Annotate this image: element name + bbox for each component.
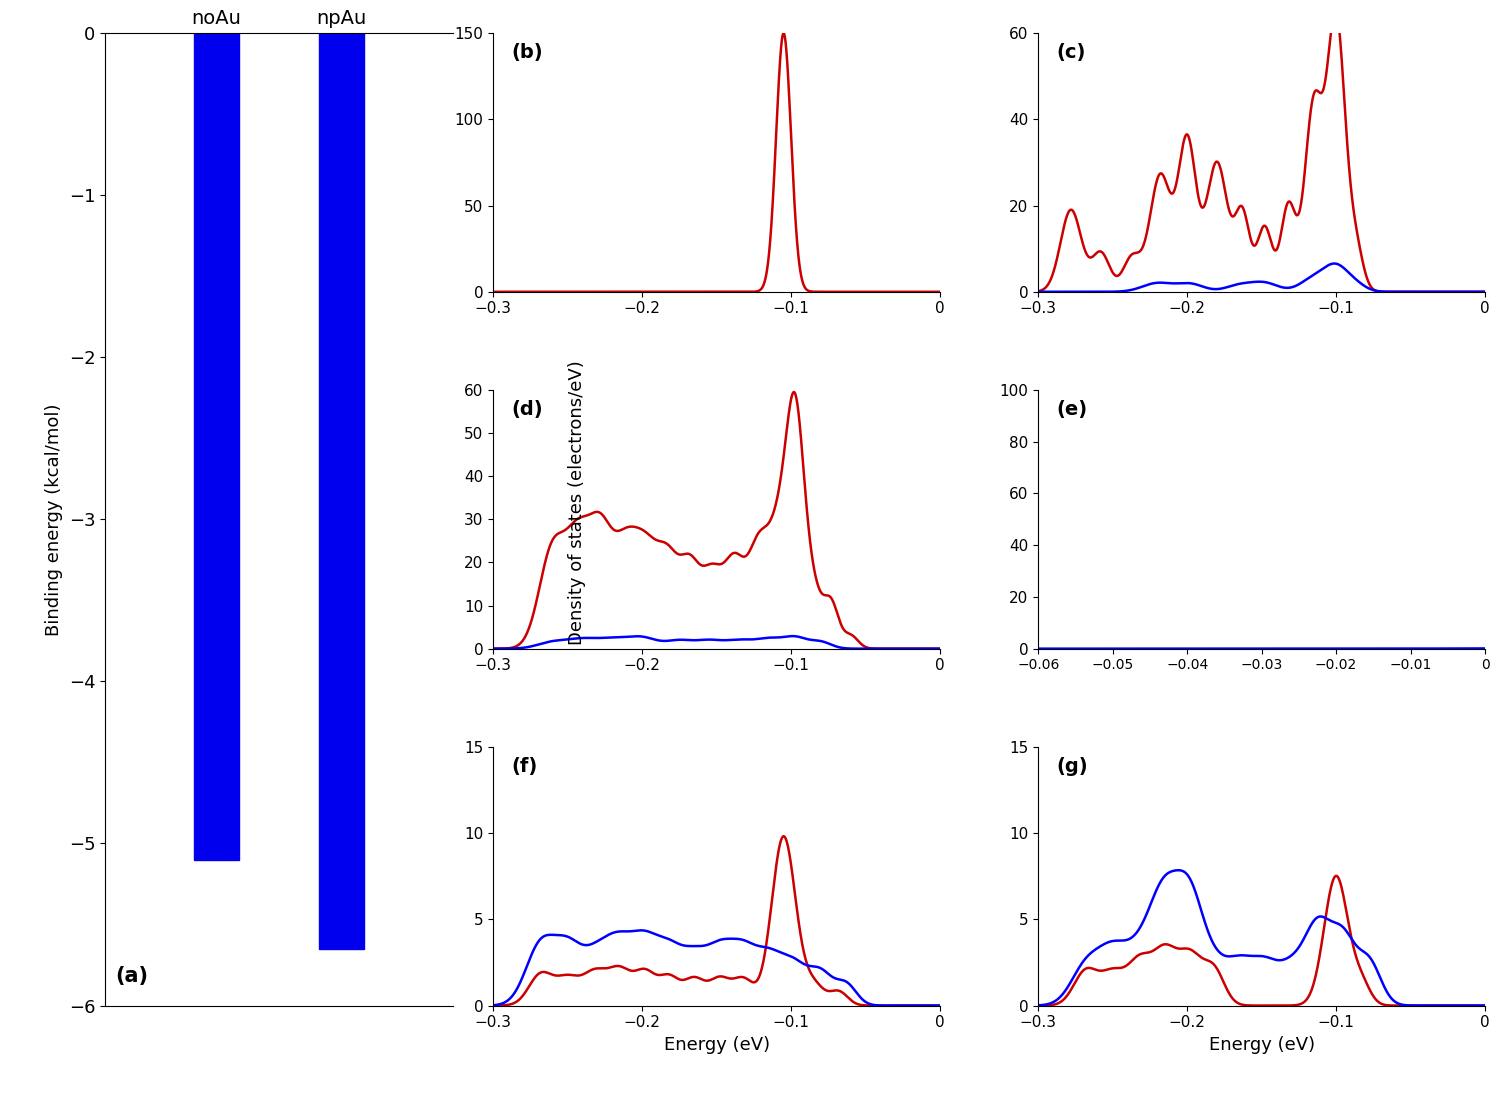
Text: (d): (d)	[512, 400, 543, 420]
X-axis label: Energy (eV): Energy (eV)	[663, 1035, 770, 1054]
Bar	[194, 33, 238, 860]
Text: (e): (e)	[1056, 400, 1088, 420]
X-axis label: Energy (eV): Energy (eV)	[1209, 1035, 1314, 1054]
Text: Density of states (electrons/eV): Density of states (electrons/eV)	[568, 360, 586, 645]
Bar	[320, 33, 364, 949]
Text: (f): (f)	[512, 757, 537, 777]
Y-axis label: Binding energy (kcal/mol): Binding energy (kcal/mol)	[45, 403, 63, 635]
Text: (g): (g)	[1056, 757, 1088, 777]
Text: (b): (b)	[512, 43, 543, 63]
Text: (c): (c)	[1056, 43, 1086, 63]
Text: (a): (a)	[116, 966, 148, 986]
